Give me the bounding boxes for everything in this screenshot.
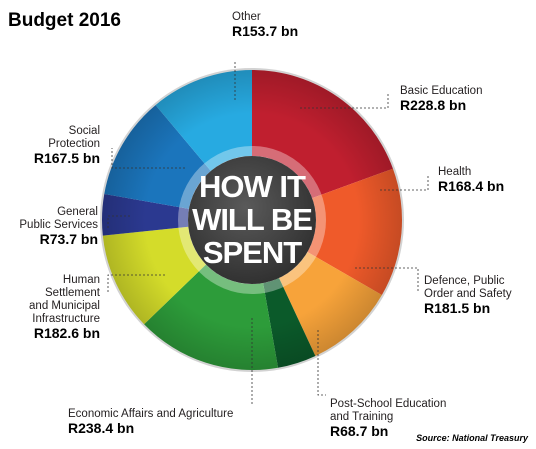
leader-line-3	[317, 330, 326, 396]
slice-label-5-line-2: and Municipal	[29, 300, 100, 312]
source-note: Source: National Treasury	[416, 433, 529, 443]
slice-value-6: R73.7 bn	[40, 231, 98, 247]
slice-value-1: R168.4 bn	[438, 178, 504, 194]
slice-label-1-line-0: Health	[438, 166, 471, 178]
slice-label-8-line-0: Other	[232, 11, 261, 23]
slice-label-6-line-1: Public Services	[19, 219, 98, 231]
leader-line-1	[380, 174, 429, 191]
slice-label-7-line-1: Protection	[48, 138, 100, 150]
center-hub	[188, 156, 316, 284]
leader-line-2	[355, 267, 419, 292]
slice-label-5-line-3: Infrastructure	[32, 313, 100, 325]
chart-title: Budget 2016	[8, 10, 121, 31]
leader-line-5	[107, 274, 165, 293]
slice-label-6-line-0: General	[57, 206, 98, 218]
leader-line-7	[111, 148, 185, 169]
slice-label-3-line-0: Post-School Education	[330, 398, 446, 410]
center-text-line-1: HOW IT	[199, 169, 306, 204]
slice-value-2: R181.5 bn	[424, 300, 490, 316]
slice-label-2-line-1: Order and Safety	[424, 288, 512, 300]
slice-value-3: R68.7 bn	[330, 423, 388, 439]
slice-value-8: R153.7 bn	[232, 23, 298, 39]
slice-label-0-line-0: Basic Education	[400, 85, 482, 97]
leader-lines	[107, 62, 429, 404]
slice-label-2-line-0: Defence, Public	[424, 275, 505, 287]
center-text-line-3: SPENT	[203, 235, 302, 270]
slice-value-0: R228.8 bn	[400, 97, 466, 113]
slice-label-7-line-0: Social	[69, 125, 100, 137]
leader-line-0	[300, 92, 389, 109]
center-text-line-2: WILL BE	[192, 202, 312, 237]
slice-label-4-line-0: Economic Affairs and Agriculture	[68, 408, 233, 420]
slice-label-3-line-1: and Training	[330, 411, 393, 423]
slice-label-5-line-1: Settlement	[45, 287, 101, 299]
leader-line-6	[107, 215, 130, 228]
slice-value-7: R167.5 bn	[34, 150, 100, 166]
slice-value-5: R182.6 bn	[34, 325, 100, 341]
slice-value-4: R238.4 bn	[68, 420, 134, 436]
slice-label-5-line-0: Human	[63, 274, 100, 286]
